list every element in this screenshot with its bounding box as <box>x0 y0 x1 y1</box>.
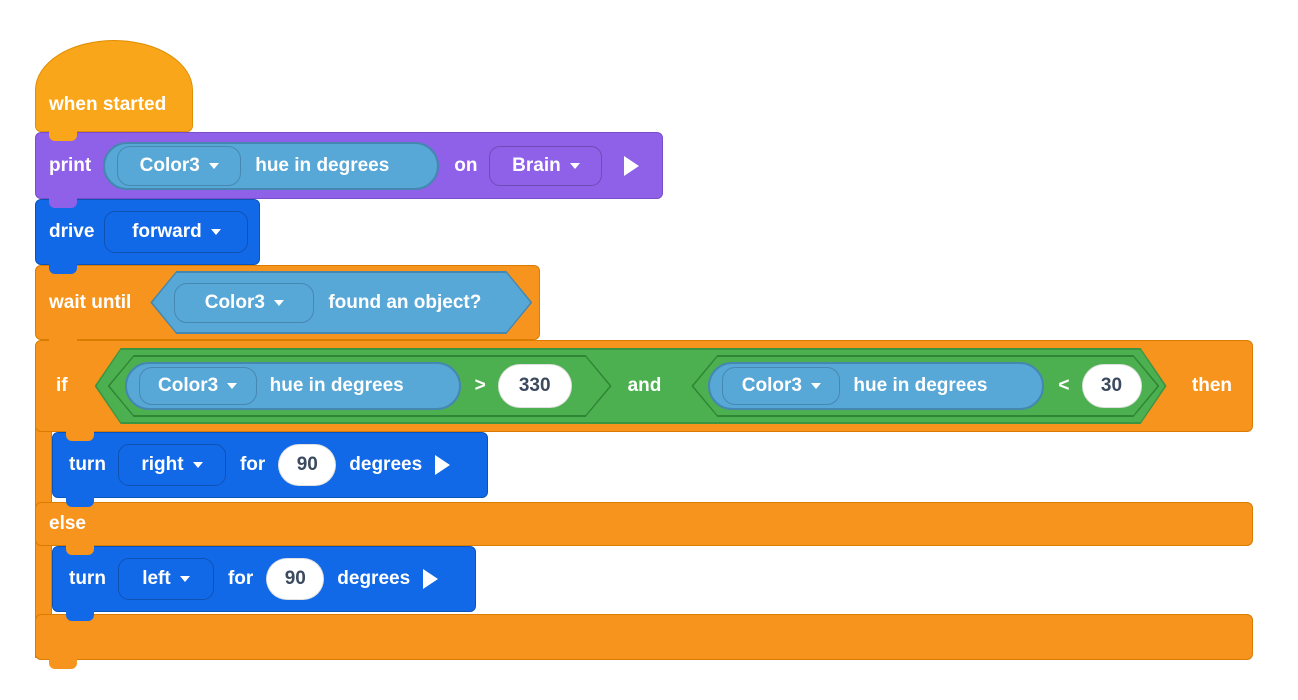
number-value: 30 <box>1100 375 1123 396</box>
and-label: and <box>627 375 662 396</box>
else-label: else <box>49 513 86 534</box>
dropdown-caret-icon <box>208 162 219 169</box>
number-value: 90 <box>284 568 306 589</box>
turn-label: turn <box>69 568 106 589</box>
boolean-found-an-object[interactable]: Color3 found an object? <box>150 271 532 334</box>
sensor-dropdown-value: Color3 <box>741 375 802 396</box>
turn-label: turn <box>69 454 106 475</box>
wait-until-label: wait until <box>49 291 132 313</box>
number-input-30[interactable]: 30 <box>1081 364 1142 408</box>
print-target-value: Brain <box>512 154 561 176</box>
sensor-dropdown[interactable]: Color3 <box>117 145 242 186</box>
turn-direction-dropdown[interactable]: left <box>117 558 214 600</box>
turn-direction-value: right <box>141 454 184 475</box>
print-target-dropdown[interactable]: Brain <box>489 145 603 186</box>
connector-bump <box>66 610 94 621</box>
drive-direction-value: forward <box>132 221 202 242</box>
found-object-label: found an object? <box>328 291 482 313</box>
boolean-greater-than[interactable]: Color3 hue in degrees > 330 <box>108 355 612 417</box>
sensor-dropdown[interactable]: Color3 <box>722 367 841 405</box>
sensor-dropdown[interactable]: Color3 <box>174 282 315 323</box>
connector-bump <box>49 338 77 349</box>
drive-label: drive <box>49 221 95 242</box>
number-value: 90 <box>296 454 318 475</box>
block-wait-until[interactable]: wait until Color3 found an object? <box>35 265 540 340</box>
for-label: for <box>227 568 254 589</box>
block-else-arm[interactable]: else <box>35 502 1253 546</box>
dropdown-caret-icon <box>273 299 284 306</box>
degrees-label: degrees <box>337 568 411 589</box>
block-if-arm[interactable]: if Color3 hue in degrees <box>35 340 1253 432</box>
reporter-hue-in-degrees[interactable]: Color3 hue in degrees <box>124 362 461 410</box>
number-value: 330 <box>518 375 551 396</box>
expand-arrow-icon[interactable] <box>624 155 640 176</box>
degrees-label: degrees <box>349 454 423 475</box>
reporter-hue-in-degrees[interactable]: Color3 hue in degrees <box>708 362 1045 410</box>
connector-bump <box>66 496 94 507</box>
turn-direction-value: left <box>142 568 171 589</box>
dropdown-caret-icon <box>179 576 190 582</box>
number-input-90[interactable]: 90 <box>278 444 337 486</box>
block-if-end[interactable] <box>35 614 1253 660</box>
hue-in-degrees-label: hue in degrees <box>853 375 988 396</box>
number-input-90[interactable]: 90 <box>266 558 325 600</box>
on-label: on <box>454 154 478 176</box>
block-turn-left[interactable]: turn left for 90 degrees <box>52 546 476 612</box>
connector-bump <box>49 130 77 141</box>
block-print[interactable]: print Color3 hue in degrees on Brain <box>35 132 663 199</box>
then-label: then <box>1191 375 1232 396</box>
connector-bump <box>66 430 94 441</box>
block-turn-right[interactable]: turn right for 90 degrees <box>52 432 488 498</box>
less-than-operator: < <box>1058 375 1070 396</box>
sensor-dropdown-value: Color3 <box>139 154 200 176</box>
when-started-label: when started <box>49 94 167 115</box>
hue-in-degrees-label: hue in degrees <box>255 154 390 176</box>
expand-arrow-icon[interactable] <box>435 455 451 475</box>
dropdown-caret-icon <box>810 383 821 389</box>
boolean-and-block[interactable]: Color3 hue in degrees > 330 and <box>95 348 1167 424</box>
dropdown-caret-icon <box>192 462 203 468</box>
for-label: for <box>239 454 266 475</box>
connector-bump <box>49 658 77 669</box>
sensor-dropdown-value: Color3 <box>204 291 265 313</box>
drive-direction-dropdown[interactable]: forward <box>104 211 249 253</box>
sensor-dropdown[interactable]: Color3 <box>138 367 257 405</box>
reporter-hue-in-degrees[interactable]: Color3 hue in degrees <box>103 141 440 190</box>
block-drive[interactable]: drive forward <box>35 199 260 265</box>
boolean-less-than[interactable]: Color3 hue in degrees < 30 <box>691 355 1159 417</box>
dropdown-caret-icon <box>227 383 238 389</box>
hue-in-degrees-label: hue in degrees <box>269 375 404 396</box>
sensor-dropdown-value: Color3 <box>158 375 219 396</box>
connector-bump <box>49 263 77 274</box>
turn-direction-dropdown[interactable]: right <box>117 444 226 486</box>
block-when-started[interactable]: when started <box>35 40 193 132</box>
expand-arrow-icon[interactable] <box>423 569 439 589</box>
connector-bump <box>66 544 94 555</box>
hexagon-fill <box>152 273 530 332</box>
connector-bump <box>49 197 77 208</box>
dropdown-caret-icon <box>210 229 221 235</box>
print-label: print <box>49 154 92 176</box>
number-input-330[interactable]: 330 <box>497 364 572 408</box>
if-label: if <box>56 375 68 396</box>
dropdown-caret-icon <box>569 162 580 169</box>
greater-than-operator: > <box>474 375 486 396</box>
